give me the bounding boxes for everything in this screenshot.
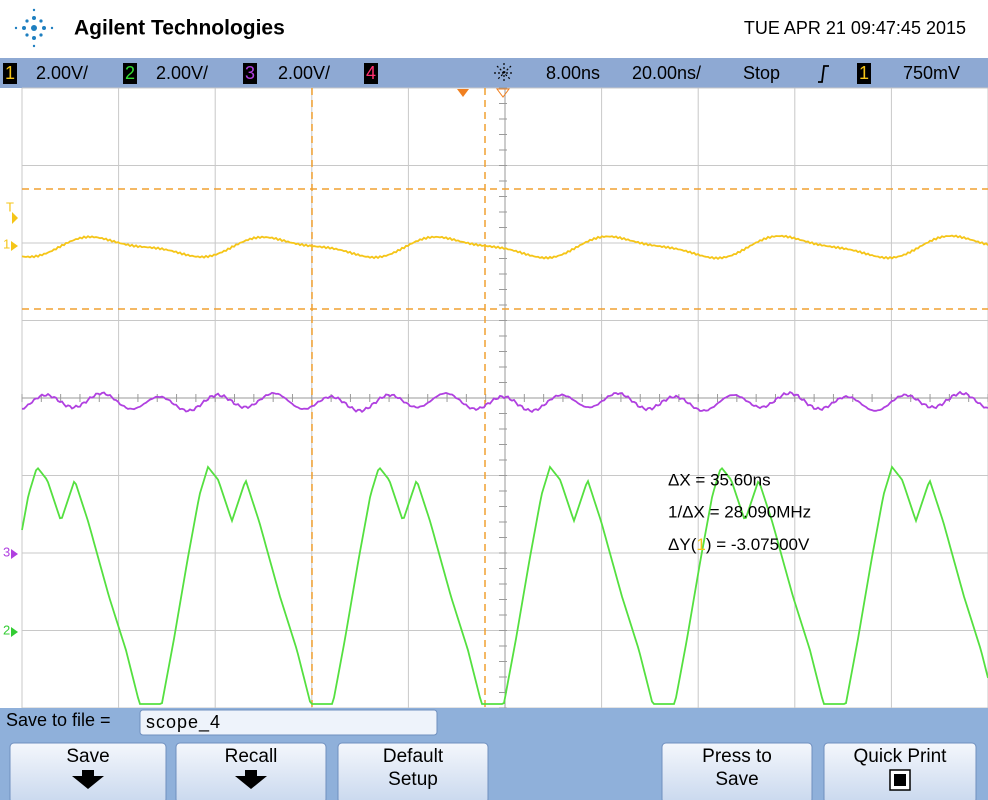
trigger-source: 1 (859, 63, 869, 83)
ch2-badge (123, 63, 137, 84)
ch4-number: 4 (366, 63, 376, 83)
file-label: Save to file = (6, 710, 111, 730)
softkey-line1: Default (383, 746, 444, 767)
ch2-scale: 2.00V/ (156, 63, 208, 83)
ch2-marker: 2 (3, 622, 10, 637)
softkey-line1: Recall (225, 746, 278, 767)
ch3-number: 3 (245, 63, 255, 83)
logo (14, 8, 54, 48)
trigger-level: 750mV (903, 63, 960, 83)
trig-badge (857, 63, 871, 84)
ch3-scale: 2.00V/ (278, 63, 330, 83)
ch1-badge (3, 63, 17, 84)
file-name-field[interactable] (139, 709, 438, 736)
trigger-edge-icon (818, 65, 829, 83)
softkey-button[interactable] (337, 742, 489, 800)
trigger-position (457, 89, 469, 97)
softkey-button[interactable] (661, 742, 813, 800)
waveforms (21, 234, 988, 705)
delay-reference (496, 88, 510, 98)
ch1-marker: 1 (3, 236, 10, 251)
ch1-arrow (11, 241, 18, 251)
ch2-number: 2 (125, 63, 135, 83)
delay: 8.00ns (546, 63, 600, 83)
brand: Agilent Technologies (74, 17, 285, 40)
trigger-arrow (12, 212, 18, 224)
delta-x: ΔX = 35.60ns (668, 470, 771, 489)
datetime: TUE APR 21 09:47:45 2015 (744, 18, 966, 38)
softkey-line1: Quick Print (854, 746, 948, 767)
timebase: 20.00ns/ (632, 63, 701, 83)
ch1-scale: 2.00V/ (36, 63, 88, 83)
ch3-trace (21, 390, 988, 414)
delta-y-prefix: ΔY( (668, 535, 697, 554)
ch4-badge (364, 63, 378, 84)
cursors (22, 88, 988, 708)
run-state: Stop (743, 63, 780, 83)
ch3-arrow (11, 549, 18, 559)
delta-y: ΔY(1) = -3.07500V (668, 535, 810, 554)
file-name: scope_4 (146, 712, 221, 733)
graticule (21, 87, 988, 709)
ch1-trace (21, 234, 988, 260)
softkey-line2: Save (715, 769, 758, 790)
trigger-level-marker: T (6, 199, 14, 214)
softkey-line1: Save (66, 746, 109, 767)
delta-y-suffix: ) = -3.07500V (706, 535, 810, 554)
header (0, 0, 988, 58)
ch1-number: 1 (5, 63, 15, 83)
delay-icon (494, 63, 514, 83)
delta-y-channel: 1 (696, 535, 705, 554)
ch3-badge (243, 63, 257, 84)
ch2-arrow (11, 627, 18, 637)
ch2-trace (21, 465, 988, 705)
softkey-arrow (235, 770, 267, 789)
softkey-arrow (72, 770, 104, 789)
inv-delta-x: 1/ΔX = 28.090MHz (668, 502, 811, 521)
print-icon-fill (894, 774, 906, 786)
softkey-line2: Setup (388, 769, 438, 790)
softkey-line1: Press to (702, 746, 772, 767)
ch3-marker: 3 (3, 544, 10, 559)
